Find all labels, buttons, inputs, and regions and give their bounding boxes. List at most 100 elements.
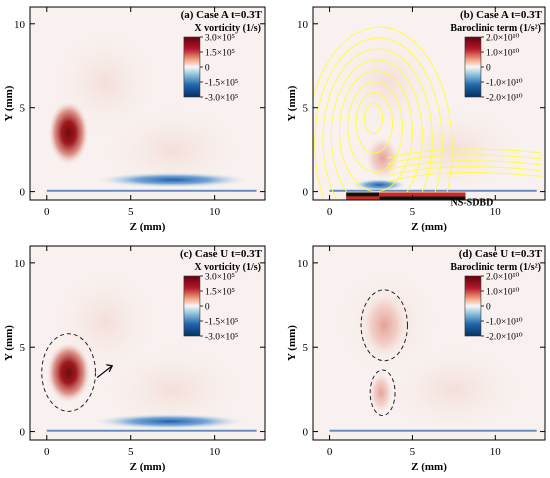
colorbar-tick-label: -1.5×10⁵: [205, 318, 238, 328]
direction-arrow: [96, 365, 113, 379]
colorbar-tick-label: -1.5×10⁵: [205, 79, 238, 89]
electrode-strip: [379, 192, 466, 197]
x-axis-label: Z (mm): [130, 221, 166, 233]
y-tick-label: 10: [297, 258, 309, 270]
electrode-strip: [346, 196, 380, 200]
halo: [387, 347, 521, 432]
x-tick-label: 0: [44, 446, 50, 458]
contour-feature-positive: [362, 293, 406, 358]
y-tick-label: 0: [20, 427, 26, 439]
annotation-label: NS-SDBD: [451, 197, 494, 208]
electrode-encapsulated: [379, 196, 466, 200]
streamline: [330, 59, 423, 200]
y-tick-label: 0: [303, 187, 309, 199]
contour-feature-negative: [97, 172, 249, 188]
streamline: [314, 37, 443, 200]
contour-feature-negative: [93, 413, 245, 430]
colorbar-tick-label: 1.5×10⁵: [205, 49, 235, 59]
x-tick-label: 10: [209, 446, 221, 458]
streamline: [355, 92, 394, 154]
colorbar-tick-label: 3.0×10⁵: [205, 34, 235, 44]
streamline: [387, 154, 542, 165]
streamline: [387, 160, 542, 171]
x-tick-label: 0: [327, 206, 333, 218]
colorbar-tick-label: -2.0×10¹⁰: [486, 333, 523, 343]
plot-frame: [312, 245, 546, 441]
streamline: [347, 81, 403, 173]
direction-arrowhead: [106, 364, 114, 373]
halo: [105, 347, 240, 432]
region-outline: [369, 369, 396, 417]
colorbar-tick-label: 0: [205, 303, 210, 313]
y-axis-label: Y (mm): [286, 325, 298, 361]
colorbar-scale: [464, 275, 482, 337]
contour-feature-positive: [48, 100, 89, 165]
streamline: [387, 166, 542, 177]
x-axis-label: Z (mm): [411, 221, 447, 233]
colorbar-tick-label: -3.0×10⁵: [205, 333, 238, 343]
wall-layer: [329, 429, 537, 432]
streamline: [339, 70, 413, 193]
colorbar-tick-label: 0: [205, 64, 210, 74]
colorbar: X vorticity (1/s)3.0×10⁵ 1.5×10⁵ 0 -1.5×10⁵…: [183, 23, 261, 104]
panel-title: (d) Case U t=0.3T: [459, 248, 543, 260]
x-tick-label: 0: [327, 446, 333, 458]
y-axis-label: Y (mm): [3, 85, 15, 121]
panel-3: 0 5 10 0 5 10 Z (mm) Y (mm) (c) Case U t=0.3T X v…: [3, 245, 266, 473]
x-tick-label: 5: [128, 446, 134, 458]
y-tick-label: 5: [20, 342, 26, 354]
colorbar: Baroclinic term (1/s²)2.0×10¹⁰ 1.0×10¹⁰ 0 -…: [450, 23, 541, 104]
colorbar-scale: [464, 36, 482, 98]
region-outline: [360, 289, 408, 362]
wall-layer: [329, 189, 537, 192]
panel-title: (a) Case A t=0.3T: [181, 9, 263, 21]
halo: [105, 107, 240, 192]
contour-field: [313, 26, 542, 200]
y-tick-label: 10: [297, 19, 309, 31]
colorbar-title: X vorticity (1/s): [194, 262, 261, 273]
halo: [337, 32, 438, 133]
contour-feature-positive: [46, 342, 91, 403]
y-axis-label: Y (mm): [286, 85, 298, 121]
y-tick-label: 0: [303, 427, 309, 439]
vortex-outline: [41, 333, 96, 412]
contour-field: [46, 271, 257, 432]
contour-field: [329, 271, 537, 432]
streamline: [387, 148, 542, 159]
panel-1: 0 5 10 0 5 10 Z (mm) Y (mm) (a) Case A t=0.3T X v…: [3, 6, 266, 233]
y-tick-label: 0: [20, 187, 26, 199]
x-tick-label: 5: [128, 206, 134, 218]
plot-frame: [29, 245, 266, 441]
contour-field: [46, 32, 257, 192]
wall-layer: [46, 189, 257, 192]
streamline: [322, 48, 433, 200]
panel-title: (b) Case A t=0.3T: [460, 9, 543, 21]
colorbar-tick-label: 2.0×10¹⁰: [486, 273, 520, 283]
colorbar: Baroclinic term (1/s²)2.0×10¹⁰ 1.0×10¹⁰ 0 -…: [450, 262, 541, 343]
streamline: [313, 26, 453, 200]
contour-feature-negative: [352, 179, 406, 191]
streamlines: [313, 26, 542, 200]
colorbar-tick-label: -1.0×10¹⁰: [486, 79, 523, 89]
wall-layer: [46, 429, 257, 432]
colorbar-tick-label: -1.0×10¹⁰: [486, 318, 523, 328]
contour-feature-positive: [366, 136, 400, 180]
colorbar-scale: [183, 275, 201, 337]
electrode-exposed: [346, 192, 380, 197]
y-tick-label: 5: [303, 103, 309, 115]
y-tick-label: 5: [303, 342, 309, 354]
x-tick-label: 5: [410, 206, 416, 218]
colorbar-tick-label: 1.5×10⁵: [205, 288, 235, 298]
y-tick-label: 10: [14, 258, 26, 270]
x-tick-label: 10: [490, 206, 502, 218]
colorbar-tick-label: 3.0×10⁵: [205, 273, 235, 283]
x-tick-label: 10: [490, 446, 502, 458]
colorbar-title: Baroclinic term (1/s²): [450, 262, 541, 273]
panel-2: NS-SDBD 0 5 10 0 5 10 Z (mm) Y (mm) (b) Case A t=…: [286, 6, 546, 233]
panel-4: 0 5 10 0 5 10 Z (mm) Y (mm) (d) Case U t=0.3T Bar…: [286, 245, 546, 473]
x-axis-label: Z (mm): [411, 461, 447, 473]
x-tick-label: 0: [44, 206, 50, 218]
colorbar-tick-label: 1.0×10¹⁰: [486, 49, 520, 59]
colorbar-tick-label: 0: [486, 303, 491, 313]
